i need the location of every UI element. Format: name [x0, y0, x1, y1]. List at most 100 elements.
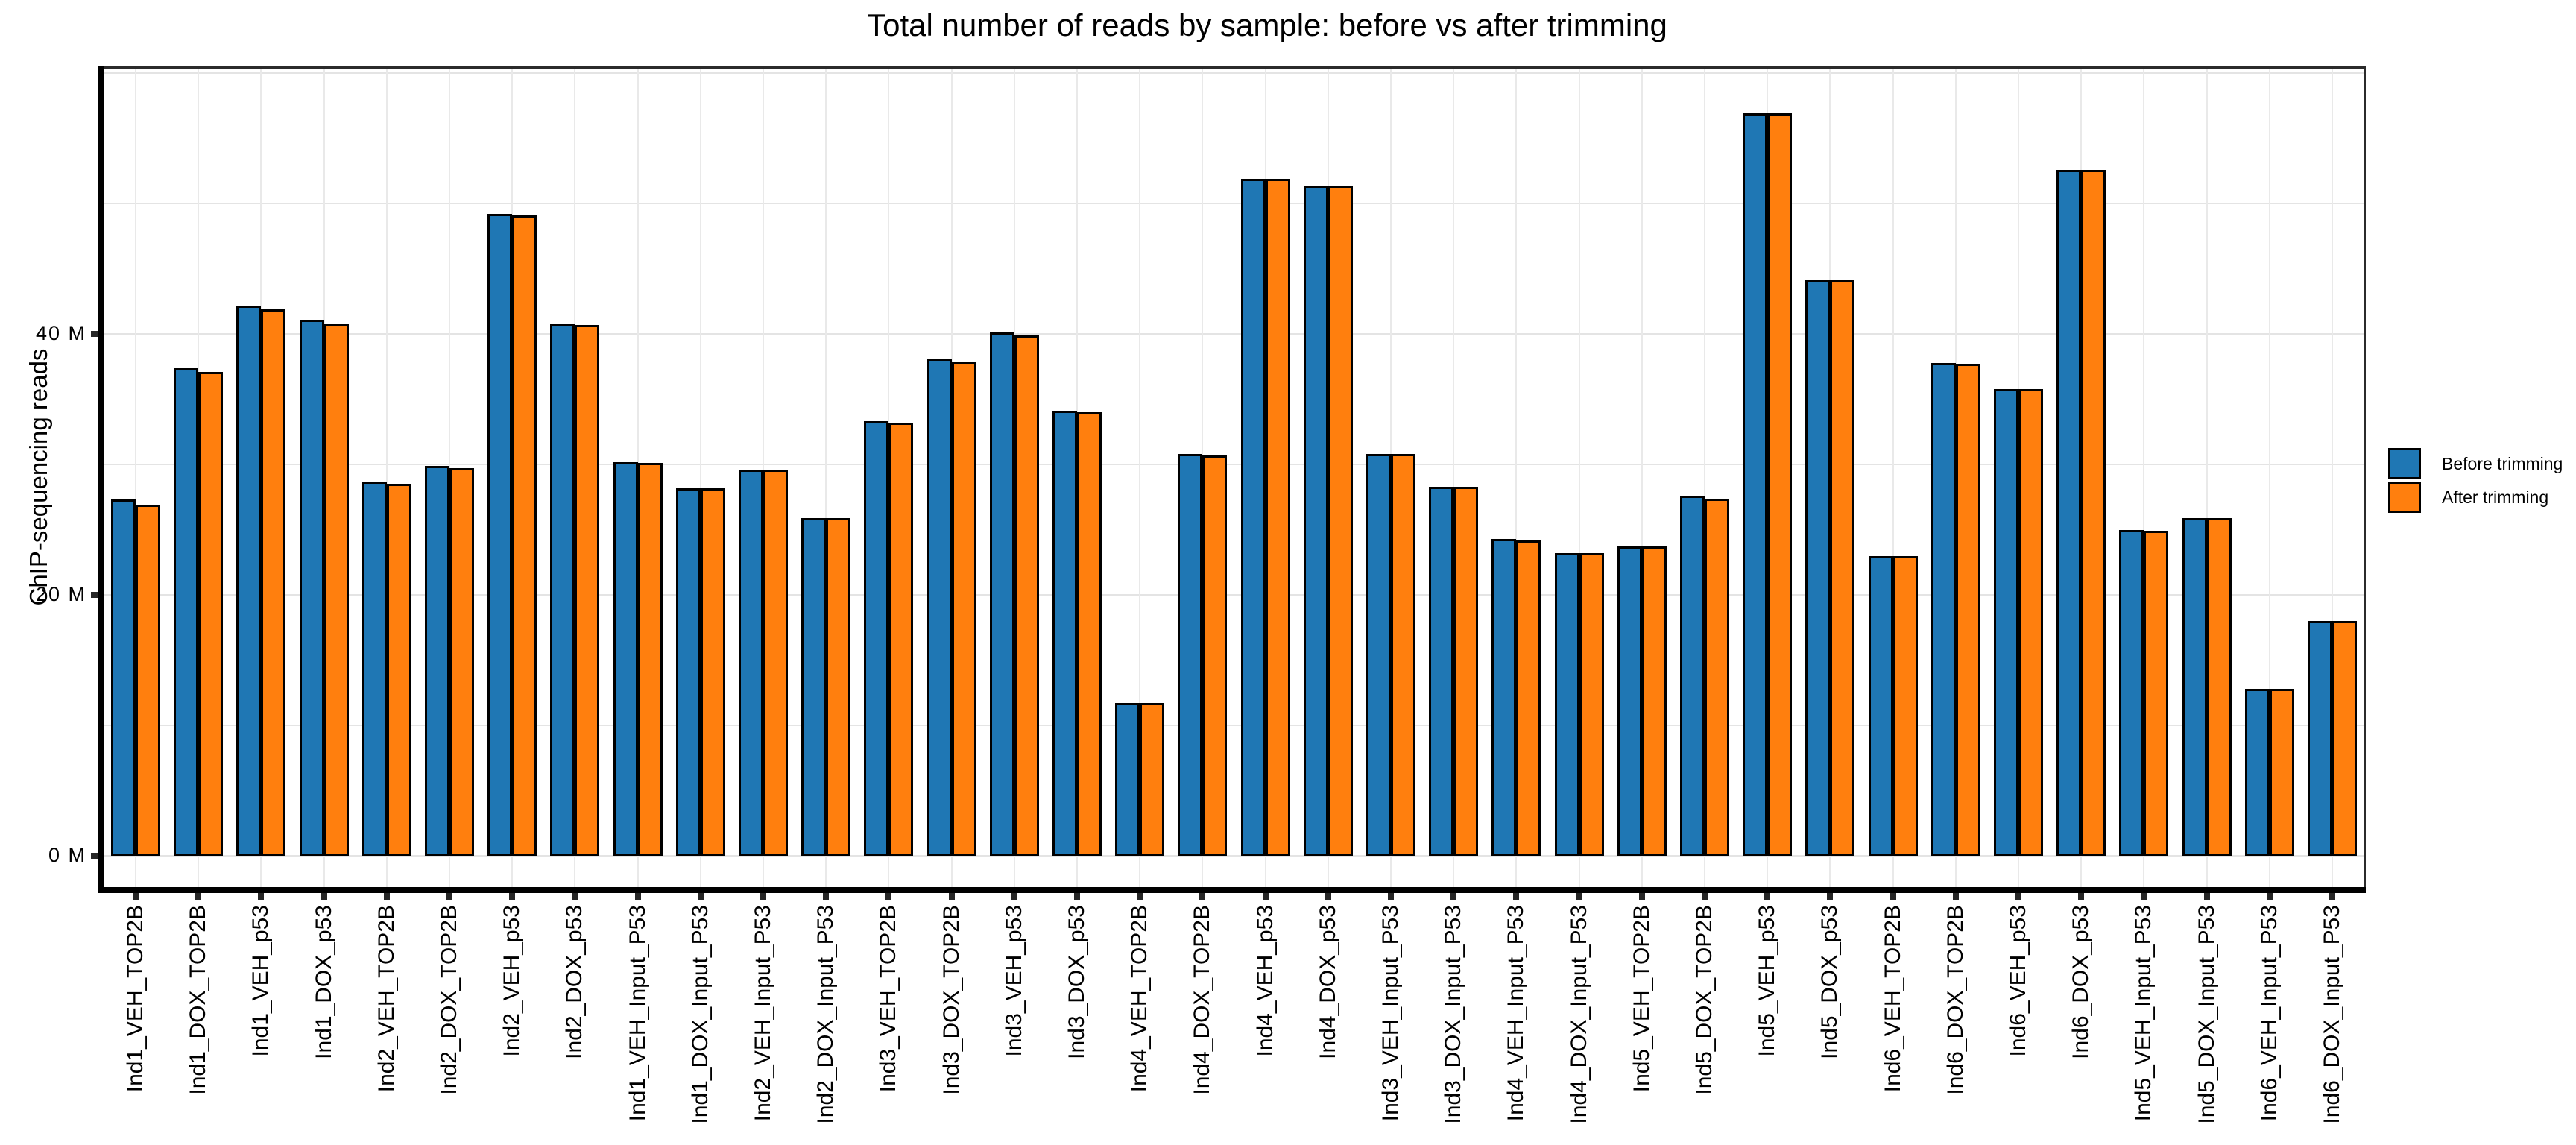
bar-before-Ind3_VEH_p53	[989, 332, 1014, 856]
bar-after-Ind6_DOX_TOP2B	[1955, 364, 1980, 856]
h-gridline-60M	[104, 72, 2364, 74]
x-tick-label-Ind1_DOX_p53: Ind1_DOX_p53	[311, 905, 336, 1059]
x-tick-label-Ind2_VEH_p53: Ind2_VEH_p53	[499, 905, 525, 1057]
bar-after-Ind1_DOX_Input_P53	[700, 488, 725, 856]
x-tick	[2266, 893, 2273, 900]
after-trimming-swatch	[2388, 482, 2421, 513]
bar-after-Ind6_VEH_p53	[2018, 388, 2043, 856]
x-tick	[1638, 893, 1645, 900]
x-tick	[2078, 893, 2085, 900]
v-gridline	[135, 69, 137, 890]
bar-after-Ind6_VEH_Input_P53	[2269, 689, 2294, 856]
bar-after-Ind4_DOX_TOP2B	[1202, 455, 1228, 856]
x-tick-label-Ind6_VEH_TOP2B: Ind6_VEH_TOP2B	[1880, 905, 1905, 1093]
bar-before-Ind4_DOX_Input_P53	[1554, 553, 1579, 856]
x-tick	[383, 893, 390, 900]
legend-item-before: Before trimming	[2388, 448, 2563, 479]
v-gridline	[1641, 69, 1643, 890]
v-gridline	[1453, 69, 1455, 890]
x-tick	[1262, 893, 1269, 900]
bar-after-Ind4_DOX_Input_P53	[1579, 553, 1604, 856]
y-tick-label-40M: 40 M	[35, 322, 86, 344]
bar-before-Ind3_DOX_TOP2B	[926, 359, 952, 856]
bar-after-Ind3_VEH_TOP2B	[888, 423, 914, 856]
x-tick	[948, 893, 955, 900]
bar-before-Ind2_VEH_TOP2B	[362, 481, 387, 856]
v-gridline	[1892, 69, 1894, 890]
bar-before-Ind6_VEH_p53	[1993, 388, 2018, 856]
x-tick	[321, 893, 327, 900]
bar-before-Ind6_DOX_TOP2B	[1931, 362, 1956, 856]
bar-before-Ind2_VEH_p53	[487, 214, 513, 856]
bar-before-Ind5_VEH_Input_P53	[2119, 529, 2144, 856]
bar-before-Ind3_VEH_Input_P53	[1366, 454, 1391, 856]
bar-before-Ind1_DOX_Input_P53	[675, 488, 701, 856]
x-tick	[195, 893, 202, 900]
x-tick-label-Ind2_DOX_Input_P53: Ind2_DOX_Input_P53	[813, 905, 839, 1124]
x-tick	[2329, 893, 2335, 900]
bar-before-Ind3_VEH_TOP2B	[864, 421, 889, 856]
x-tick-label-Ind2_DOX_p53: Ind2_DOX_p53	[562, 905, 587, 1059]
x-tick-label-Ind2_DOX_TOP2B: Ind2_DOX_TOP2B	[437, 905, 462, 1095]
bar-before-Ind2_DOX_Input_P53	[801, 517, 827, 856]
bar-after-Ind5_DOX_p53	[1830, 279, 1855, 856]
x-axis-line	[98, 887, 2366, 893]
bar-after-Ind4_VEH_TOP2B	[1140, 703, 1165, 856]
bar-after-Ind1_DOX_TOP2B	[198, 371, 224, 856]
x-tick	[1513, 893, 1520, 900]
bar-after-Ind6_DOX_p53	[2081, 169, 2106, 856]
x-tick-label-Ind4_VEH_TOP2B: Ind4_VEH_TOP2B	[1127, 905, 1152, 1093]
before-trimming-swatch	[2388, 448, 2421, 479]
x-tick	[1011, 893, 1017, 900]
y-tick-20M	[91, 592, 98, 598]
bar-after-Ind6_DOX_Input_P53	[2332, 621, 2357, 856]
x-tick	[1827, 893, 1834, 900]
bar-after-Ind2_VEH_Input_P53	[763, 470, 789, 856]
x-tick-label-Ind3_VEH_p53: Ind3_VEH_p53	[1001, 905, 1026, 1057]
x-tick-label-Ind6_DOX_p53: Ind6_DOX_p53	[2068, 905, 2094, 1059]
v-gridline	[2206, 69, 2208, 890]
x-tick-label-Ind4_DOX_TOP2B: Ind4_DOX_TOP2B	[1190, 905, 1215, 1095]
x-tick	[2203, 893, 2210, 900]
x-tick-label-Ind5_DOX_TOP2B: Ind5_DOX_TOP2B	[1691, 905, 1717, 1095]
bar-before-Ind2_DOX_TOP2B	[425, 465, 450, 856]
bar-after-Ind3_DOX_Input_P53	[1453, 486, 1479, 856]
bar-after-Ind3_VEH_Input_P53	[1390, 454, 1415, 856]
bar-before-Ind5_VEH_p53	[1743, 113, 1768, 856]
h-gridline-40M	[104, 333, 2364, 335]
x-tick	[572, 893, 578, 900]
h-gridline-10M	[104, 725, 2364, 726]
x-tick	[823, 893, 830, 900]
x-tick	[1890, 893, 1896, 900]
h-gridline-30M	[104, 464, 2364, 465]
x-tick-label-Ind3_DOX_p53: Ind3_DOX_p53	[1064, 905, 1089, 1059]
legend: Before trimming After trimming	[2388, 448, 2563, 515]
v-gridline	[699, 69, 701, 890]
v-gridline	[2268, 69, 2270, 890]
x-tick-label-Ind5_VEH_p53: Ind5_VEH_p53	[1755, 905, 1780, 1057]
bar-after-Ind1_VEH_Input_P53	[637, 463, 663, 856]
bar-after-Ind4_VEH_Input_P53	[1516, 540, 1541, 856]
bar-after-Ind1_VEH_TOP2B	[136, 505, 161, 856]
bar-after-Ind5_VEH_p53	[1767, 113, 1793, 856]
legend-item-after: After trimming	[2388, 482, 2563, 513]
x-tick	[2141, 893, 2147, 900]
bar-after-Ind2_DOX_p53	[575, 324, 600, 856]
x-tick	[1137, 893, 1143, 900]
bar-before-Ind6_VEH_Input_P53	[2244, 689, 2270, 856]
bar-after-Ind2_DOX_Input_P53	[826, 517, 851, 856]
y-tick-40M	[91, 331, 98, 337]
v-gridline	[2331, 69, 2333, 890]
x-tick	[1701, 893, 1708, 900]
bar-before-Ind6_VEH_TOP2B	[1868, 555, 1893, 856]
x-tick-label-Ind5_VEH_Input_P53: Ind5_VEH_Input_P53	[2131, 905, 2156, 1122]
v-gridline	[1703, 69, 1705, 890]
bar-before-Ind5_DOX_p53	[1805, 279, 1831, 856]
x-tick-label-Ind3_VEH_TOP2B: Ind3_VEH_TOP2B	[876, 905, 901, 1093]
x-tick-label-Ind6_VEH_Input_P53: Ind6_VEH_Input_P53	[2256, 905, 2282, 1122]
panel-right-border	[2364, 66, 2366, 890]
bar-after-Ind2_VEH_TOP2B	[386, 484, 411, 856]
x-tick	[760, 893, 767, 900]
x-tick-label-Ind1_VEH_p53: Ind1_VEH_p53	[248, 905, 274, 1057]
v-gridline	[385, 69, 388, 890]
